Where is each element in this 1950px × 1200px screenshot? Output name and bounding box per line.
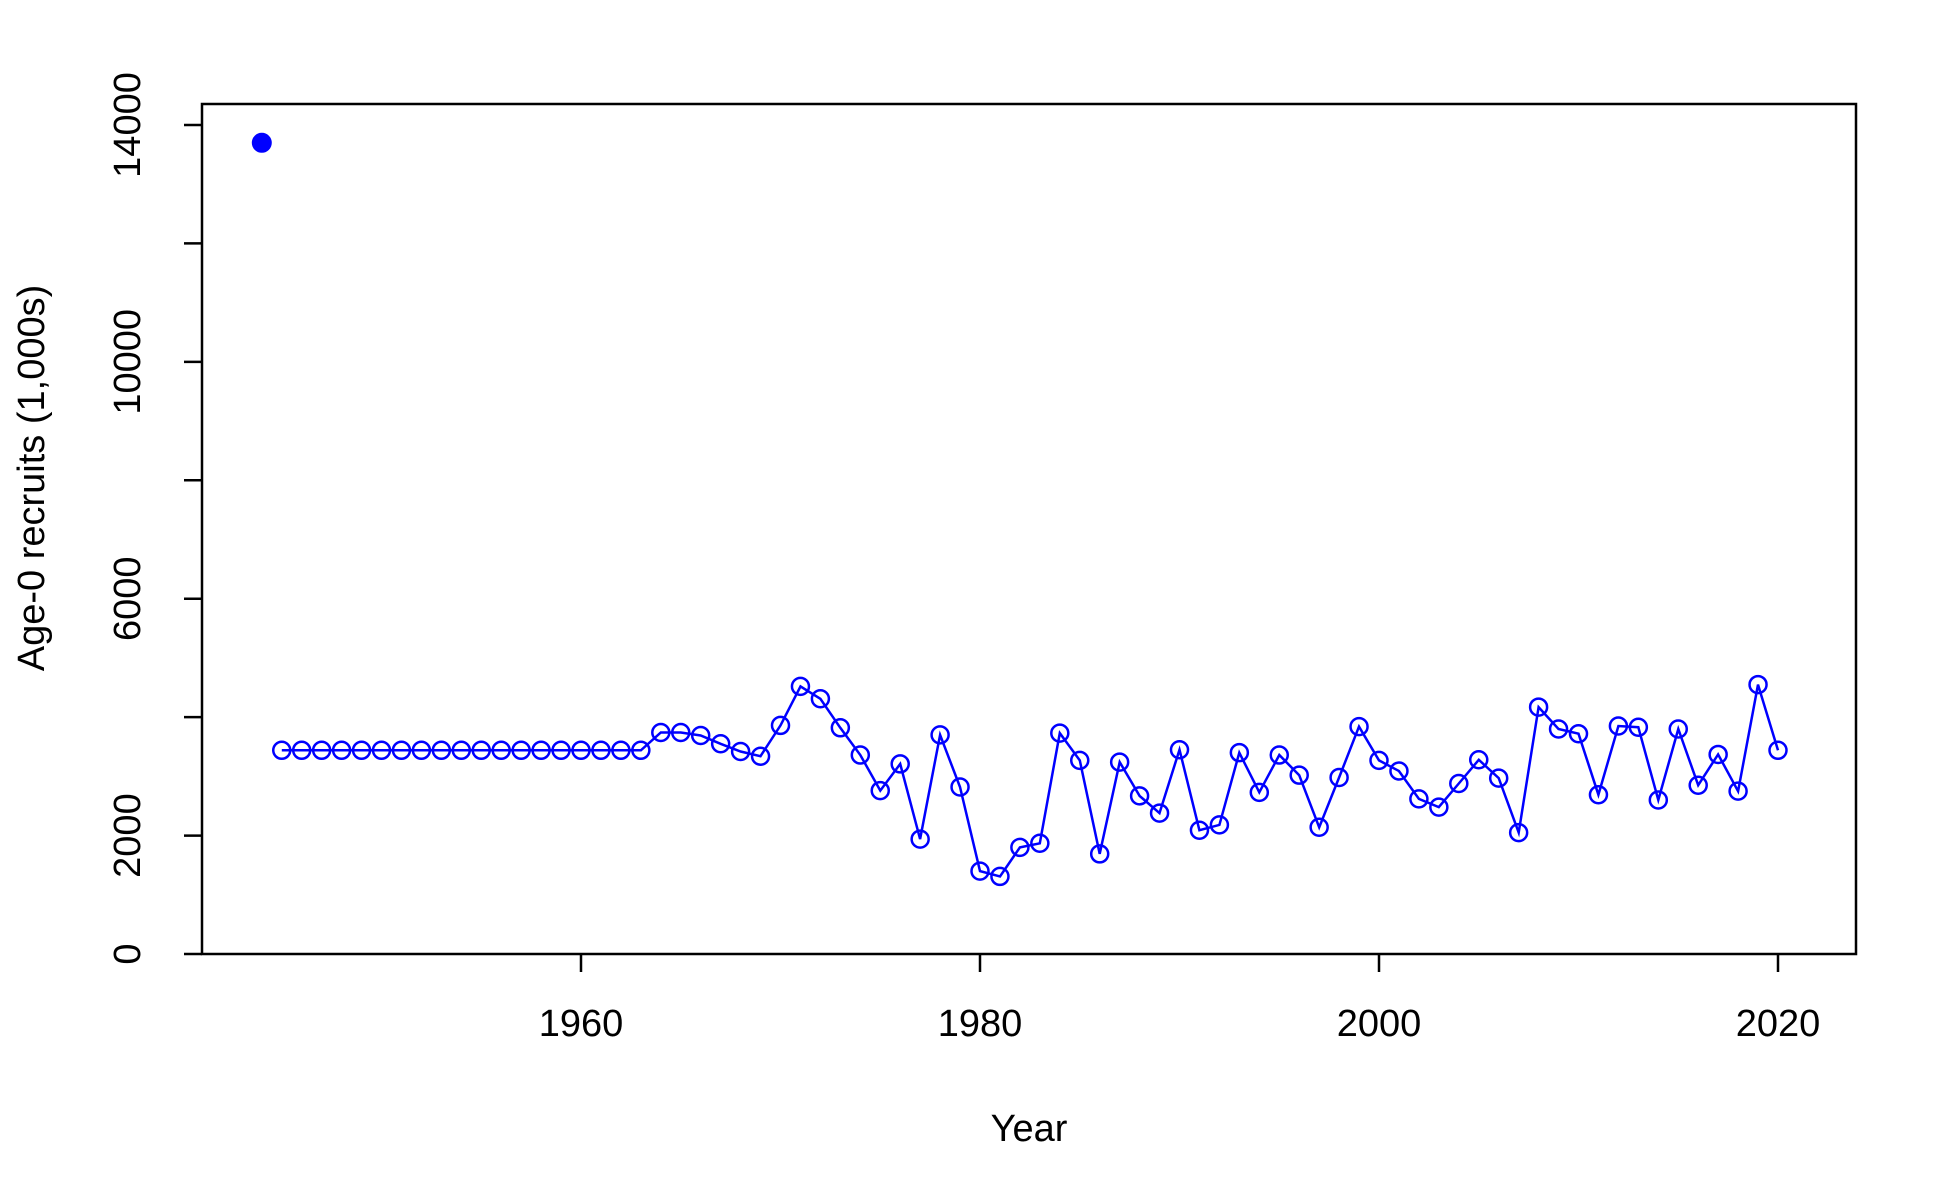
- data-point: [1070, 750, 1090, 771]
- data-point: [930, 725, 950, 745]
- virgin-point: [251, 132, 272, 153]
- data-point: [671, 722, 691, 743]
- data-point: [1488, 768, 1509, 788]
- y-tick-label: 10000: [107, 309, 149, 415]
- data-point: [571, 740, 591, 761]
- data-point: [950, 777, 970, 797]
- series-layer: [251, 132, 1788, 887]
- data-point: [1568, 723, 1589, 744]
- data-point: [1289, 765, 1309, 785]
- data-point: [850, 745, 871, 765]
- data-point: [511, 740, 531, 761]
- data-point: [1369, 750, 1389, 771]
- data-point: [471, 740, 491, 761]
- data-point: [1548, 719, 1569, 739]
- data-point: [1269, 745, 1289, 765]
- data-point: [730, 741, 751, 762]
- data-point: [1708, 744, 1728, 765]
- data-point: [1508, 822, 1529, 843]
- data-point: [431, 740, 452, 761]
- data-point: [790, 676, 811, 697]
- data-point: [1109, 752, 1130, 772]
- data-point: [1329, 767, 1349, 788]
- data-point: [531, 740, 551, 761]
- data-point: [990, 866, 1010, 887]
- data-point: [331, 740, 352, 761]
- data-point: [1010, 837, 1030, 858]
- data-point: [1349, 716, 1369, 737]
- data-point: [631, 740, 651, 761]
- y-tick-label: 2000: [107, 793, 149, 878]
- data-point: [1469, 750, 1489, 770]
- data-point: [1389, 761, 1409, 781]
- x-tick-label: 1960: [539, 1003, 624, 1045]
- y-axis-title: Age-0 recruits (1,000s): [11, 285, 53, 672]
- y-tick-label: 6000: [107, 556, 149, 641]
- data-point: [1628, 717, 1649, 737]
- data-point: [1089, 844, 1110, 864]
- y-tick-label: 14000: [107, 72, 149, 178]
- data-point: [770, 715, 791, 736]
- data-point: [1129, 786, 1150, 806]
- data-point: [710, 734, 731, 754]
- data-point: [1209, 815, 1230, 835]
- series-line: [281, 684, 1780, 878]
- data-point: [591, 740, 611, 761]
- data-point: [870, 780, 890, 801]
- data-point: [1030, 833, 1050, 854]
- y-axis: 0 2000 6000 10000 14000: [107, 72, 202, 965]
- data-point: [291, 740, 312, 761]
- x-axis: 1960 1980 2000 2020: [539, 954, 1821, 1045]
- data-point: [1668, 719, 1688, 739]
- data-point: [1648, 790, 1669, 810]
- data-point: [1728, 781, 1748, 801]
- data-point: [1169, 739, 1190, 760]
- data-point: [1149, 803, 1170, 823]
- data-point: [391, 740, 412, 761]
- data-point: [1189, 820, 1210, 840]
- y-tick-label: 0: [107, 943, 149, 964]
- data-point: [1249, 782, 1270, 803]
- data-point: [651, 722, 671, 743]
- data-point: [690, 725, 711, 746]
- x-tick-label: 1980: [938, 1003, 1023, 1045]
- data-point: [272, 740, 292, 761]
- data-point: [890, 754, 910, 774]
- data-point: [1449, 773, 1469, 794]
- data-point: [351, 740, 372, 761]
- x-tick-label: 2000: [1337, 1003, 1422, 1045]
- data-point: [1409, 789, 1429, 809]
- data-point: [1768, 740, 1788, 761]
- data-point: [371, 740, 392, 761]
- data-point: [1050, 723, 1070, 743]
- data-point: [810, 689, 831, 709]
- x-tick-label: 2020: [1736, 1003, 1821, 1045]
- data-point: [311, 740, 332, 761]
- data-point: [611, 740, 631, 761]
- data-point: [830, 718, 851, 738]
- data-point: [1748, 674, 1768, 695]
- plot-frame: [200, 102, 1858, 956]
- data-point: [1688, 775, 1708, 795]
- data-point: [750, 746, 771, 766]
- data-point: [491, 740, 511, 761]
- data-point: [1229, 742, 1250, 763]
- data-point: [1528, 697, 1549, 717]
- data-point: [970, 861, 990, 881]
- data-point: [551, 740, 571, 761]
- data-point: [910, 829, 930, 849]
- data-point: [1608, 716, 1629, 736]
- data-point: [451, 740, 472, 761]
- data-point: [1309, 817, 1329, 838]
- data-point: [1588, 784, 1609, 805]
- data-point: [1429, 797, 1449, 817]
- x-axis-title: Year: [991, 1108, 1068, 1150]
- data-point: [411, 740, 432, 761]
